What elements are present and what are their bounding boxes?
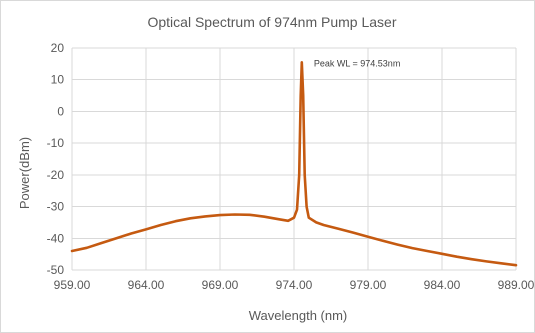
y-axis-title: Power(dBm): [17, 137, 32, 209]
peak-annotation: Peak WL = 974.53nm: [314, 58, 400, 68]
y-tick-label: -20: [47, 168, 65, 182]
y-tick-label: -40: [47, 231, 65, 245]
x-tick-label: 959.00: [54, 278, 91, 292]
x-tick-label: 964.00: [128, 278, 165, 292]
y-tick-labels: 20 10 0 -10 -20 -30 -40 -50: [47, 41, 65, 277]
y-tick-label: 0: [57, 104, 64, 118]
x-tick-label: 989.00: [498, 278, 535, 292]
y-tick-label: -30: [47, 200, 65, 214]
x-tick-label: 979.00: [350, 278, 387, 292]
grid-lines: [71, 47, 517, 271]
x-axis-title: Wavelength (nm): [249, 308, 348, 323]
series-layer: [70, 61, 518, 267]
y-tick-label: 20: [51, 41, 65, 55]
x-tick-label: 984.00: [424, 278, 461, 292]
x-tick-label: 969.00: [202, 278, 239, 292]
chart-title: Optical Spectrum of 974nm Pump Laser: [147, 14, 396, 30]
y-tick-label: -10: [47, 136, 65, 150]
x-tick-label: 974.00: [276, 278, 313, 292]
y-tick-label: -50: [47, 263, 65, 277]
y-tick-label: 10: [51, 73, 65, 87]
spectrum-series-line: [70, 61, 518, 267]
x-tick-labels: 959.00 964.00 969.00 974.00 979.00 984.00 989.…: [54, 278, 535, 292]
